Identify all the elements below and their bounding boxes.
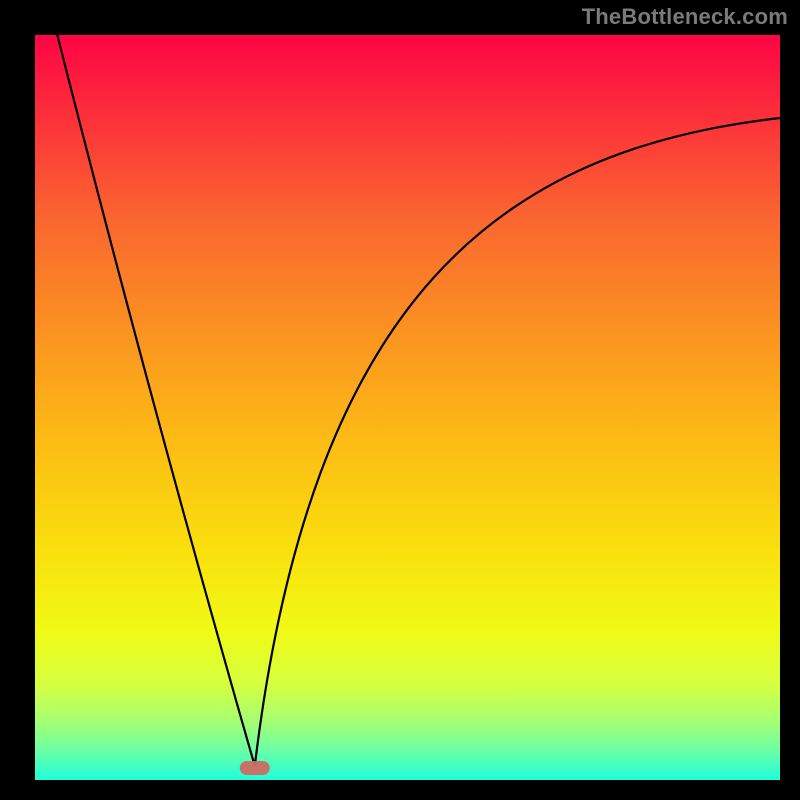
minimum-marker [240, 761, 270, 775]
bottleneck-chart [0, 0, 800, 800]
chart-container: TheBottleneck.com [0, 0, 800, 800]
plot-background [35, 35, 780, 780]
watermark-text: TheBottleneck.com [582, 4, 788, 30]
